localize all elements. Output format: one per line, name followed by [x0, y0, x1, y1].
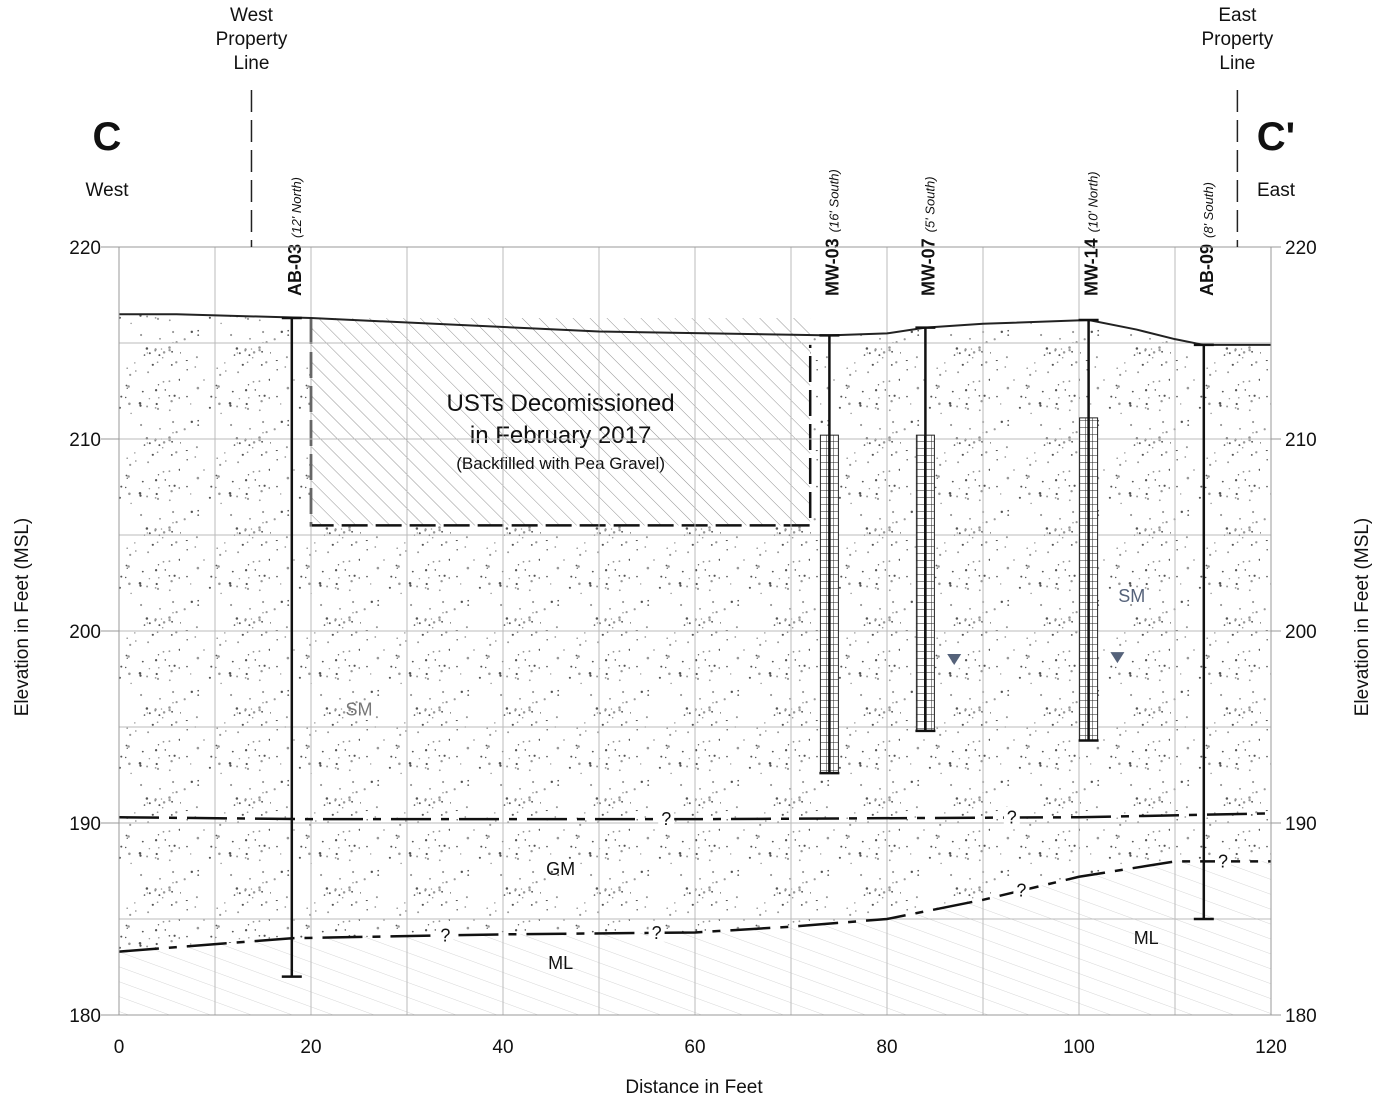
soil-label: ML: [1134, 928, 1159, 948]
x-tick-label: 80: [876, 1037, 897, 1058]
boring-note: (8' South): [1201, 182, 1216, 238]
y-tick-label: 220: [69, 238, 101, 259]
page: C West C' East Distance in Feet Elevatio…: [0, 0, 1378, 1101]
direction-label: East: [1257, 180, 1296, 201]
x-tick-label: 60: [684, 1037, 705, 1058]
boring-label: MW-14(10' North): [1082, 171, 1102, 296]
contact-query: ?: [1007, 808, 1017, 828]
y-tick-label: 180: [69, 1006, 101, 1027]
y2-tick-label: 220: [1285, 238, 1317, 259]
boring-label: AB-09 (8' South): [1197, 182, 1217, 296]
contact-query: ?: [652, 923, 662, 943]
x-tick-label: 0: [114, 1037, 125, 1058]
y2-tick-label: 180: [1285, 1006, 1317, 1027]
boring-note: (5' South): [922, 176, 937, 232]
direction-label: West: [86, 180, 130, 201]
property-line-label: East Property Line: [1192, 4, 1282, 76]
boring-note: (10' North): [1086, 171, 1101, 232]
y2-axis-label: Elevation in Feet (MSL): [1352, 518, 1373, 717]
y2-tick-label: 210: [1285, 430, 1317, 451]
chart: C West C' East Distance in Feet Elevatio…: [0, 0, 1378, 1101]
soil-label: ML: [548, 953, 573, 973]
boring-note: (16' South): [826, 169, 841, 232]
contact-query: ?: [1218, 851, 1228, 871]
x-tick-label: 120: [1255, 1037, 1287, 1058]
y-axis-label: Elevation in Feet (MSL): [12, 518, 33, 717]
x-tick-label: 20: [300, 1037, 321, 1058]
ust-label: USTs Decomissioned: [447, 390, 675, 417]
boring-label: MW-07(5' South): [918, 176, 938, 296]
y2-tick-label: 200: [1285, 622, 1317, 643]
boring-label: AB-03 (12' North): [285, 177, 305, 296]
plot: USTs Decomissioned in February 2017 (Backf…: [69, 169, 1316, 1058]
section-label: C': [1257, 115, 1295, 159]
y-tick-label: 190: [69, 814, 101, 835]
boring-label: MW-03(16' South): [822, 169, 842, 296]
ust-note: (Backfilled with Pea Gravel): [456, 454, 665, 473]
soil-label: SM: [346, 699, 373, 719]
y2-tick-label: 190: [1285, 814, 1317, 835]
x-tick-label: 100: [1063, 1037, 1095, 1058]
section-label: C: [93, 115, 122, 159]
contact-query: ?: [440, 925, 450, 945]
soil-label: GM: [546, 859, 575, 879]
y-tick-label: 200: [69, 622, 101, 643]
soil-label: SM: [1118, 586, 1145, 606]
boring-note: (12' North): [289, 177, 304, 238]
x-axis-label: Distance in Feet: [625, 1077, 763, 1098]
ust-label: in February 2017: [470, 422, 651, 449]
y-tick-label: 210: [69, 430, 101, 451]
x-tick-label: 40: [492, 1037, 513, 1058]
boring-name: AB-09: [1197, 244, 1217, 296]
contact-query: ?: [1016, 881, 1026, 901]
boring-name: AB-03: [285, 244, 305, 296]
property-line-label: West Property Line: [206, 4, 296, 76]
contact-query: ?: [661, 809, 671, 829]
